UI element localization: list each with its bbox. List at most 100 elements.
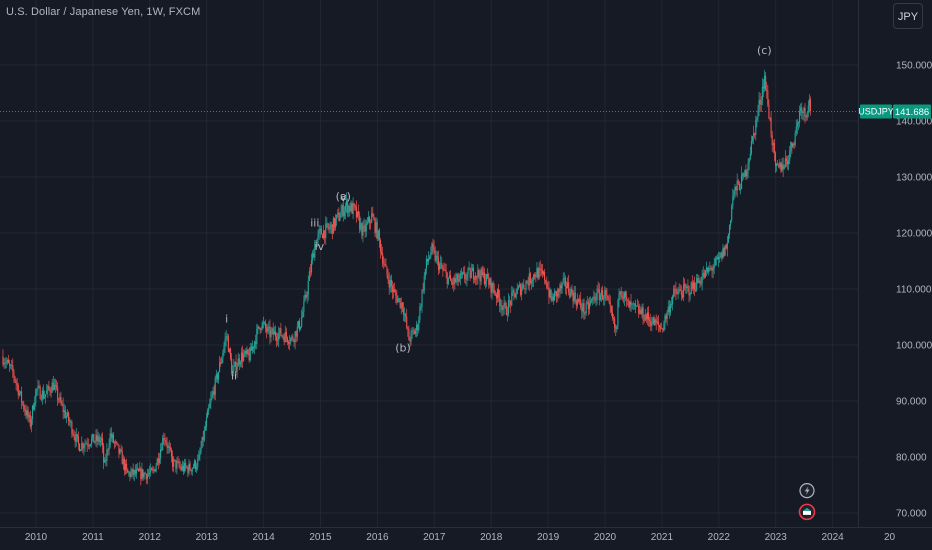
candle-body bbox=[470, 270, 472, 279]
price-tick-label: 140.000 bbox=[896, 117, 932, 128]
candle-body bbox=[677, 291, 679, 295]
candle-body bbox=[207, 410, 209, 418]
candle-body bbox=[316, 239, 318, 248]
candle-body bbox=[571, 288, 573, 294]
candle-body bbox=[661, 328, 663, 330]
earnings-icon[interactable] bbox=[798, 503, 816, 521]
time-axis[interactable]: 2010 2011 2012 2013 2014 2015 2016 2017 2018 2019… bbox=[0, 527, 932, 550]
candle-body bbox=[52, 382, 54, 390]
candle-body bbox=[17, 385, 19, 396]
candle-body bbox=[338, 212, 340, 221]
candle-body bbox=[447, 277, 449, 285]
candle-body bbox=[449, 275, 452, 281]
candle-body bbox=[100, 438, 102, 441]
price-axis-bg bbox=[858, 0, 932, 550]
candle-body bbox=[465, 278, 467, 280]
candle-body bbox=[305, 294, 307, 298]
candle-body bbox=[435, 255, 437, 261]
candle-body bbox=[209, 403, 211, 408]
candle-body bbox=[722, 247, 724, 259]
candle-body bbox=[708, 268, 710, 273]
candle-body bbox=[291, 336, 293, 338]
candle-body bbox=[277, 340, 279, 341]
event-markers[interactable] bbox=[798, 483, 816, 521]
candle-body bbox=[702, 272, 704, 277]
time-tick-label: 2019 bbox=[537, 532, 560, 543]
candle-body bbox=[799, 111, 801, 123]
candle-body bbox=[633, 303, 635, 305]
candle-body bbox=[353, 203, 355, 206]
candle-body bbox=[530, 281, 533, 284]
candle-body bbox=[586, 302, 588, 304]
symbol-title: U.S. Dollar / Japanese Yen, 1W, FXCM bbox=[6, 6, 201, 18]
candle-body bbox=[294, 331, 296, 343]
candle-body bbox=[796, 122, 798, 127]
lightning-icon[interactable] bbox=[799, 483, 815, 499]
candle-body bbox=[362, 226, 364, 236]
candle-body bbox=[64, 410, 66, 418]
currency-scale-button[interactable]: JPY bbox=[893, 3, 923, 29]
candle-body bbox=[573, 292, 575, 302]
candle-body bbox=[309, 271, 311, 273]
candle-body bbox=[319, 228, 321, 231]
candle-body bbox=[582, 303, 584, 312]
candle-body bbox=[547, 288, 549, 290]
candle-body bbox=[110, 433, 112, 438]
candle-body bbox=[124, 463, 127, 471]
candle-body bbox=[63, 410, 65, 413]
candle-body bbox=[511, 292, 513, 306]
candle-body bbox=[260, 328, 262, 331]
candle-body bbox=[270, 330, 272, 338]
candle-body bbox=[562, 279, 564, 284]
candle-body bbox=[50, 391, 52, 393]
candle-body bbox=[329, 226, 331, 230]
candle-body bbox=[456, 274, 458, 280]
candle-body bbox=[370, 222, 372, 224]
candle-body bbox=[389, 279, 391, 288]
candle-body bbox=[376, 222, 378, 240]
candle-body bbox=[273, 331, 275, 335]
candle-body bbox=[490, 278, 492, 293]
candle-body bbox=[145, 474, 147, 480]
candle-body bbox=[666, 312, 668, 319]
candle-body bbox=[39, 386, 41, 399]
candle-body bbox=[164, 439, 166, 441]
candle-body bbox=[559, 285, 561, 292]
candle-body bbox=[73, 434, 75, 438]
price-axis[interactable]: 150.000 140.000 130.000 120.000 110.000 100.0… bbox=[858, 0, 932, 550]
candle-body bbox=[188, 463, 190, 473]
candle-body bbox=[760, 100, 762, 105]
candle-body bbox=[372, 213, 374, 217]
candle-body bbox=[41, 390, 43, 400]
candle-body bbox=[352, 203, 354, 214]
candle-body bbox=[211, 394, 213, 399]
candle-body bbox=[463, 272, 465, 274]
candle-body bbox=[65, 416, 67, 418]
candle-body bbox=[809, 99, 812, 112]
candle-body bbox=[45, 394, 47, 398]
candle-body bbox=[154, 469, 156, 472]
candle-body bbox=[513, 290, 515, 293]
candle-body bbox=[665, 315, 667, 319]
candle-body bbox=[784, 158, 786, 167]
candle-body bbox=[786, 161, 789, 165]
candle-body bbox=[577, 299, 580, 302]
price-tag-ticker-bg bbox=[860, 104, 892, 119]
candle-body bbox=[649, 319, 651, 322]
candle-body bbox=[791, 142, 793, 148]
candle-body bbox=[526, 281, 528, 283]
candle-body bbox=[252, 346, 255, 348]
candle-body bbox=[712, 268, 714, 271]
candle-body bbox=[585, 303, 587, 314]
candle-body bbox=[570, 288, 572, 298]
candle-body bbox=[445, 270, 447, 273]
time-axis-bg bbox=[0, 527, 932, 550]
candle-body bbox=[178, 461, 180, 467]
candle-body bbox=[595, 299, 597, 301]
time-tick-label: 2017 bbox=[423, 532, 446, 543]
candle-body bbox=[639, 309, 641, 314]
candle-body bbox=[619, 291, 621, 294]
candle-body bbox=[783, 166, 785, 170]
candle-body bbox=[48, 385, 50, 389]
